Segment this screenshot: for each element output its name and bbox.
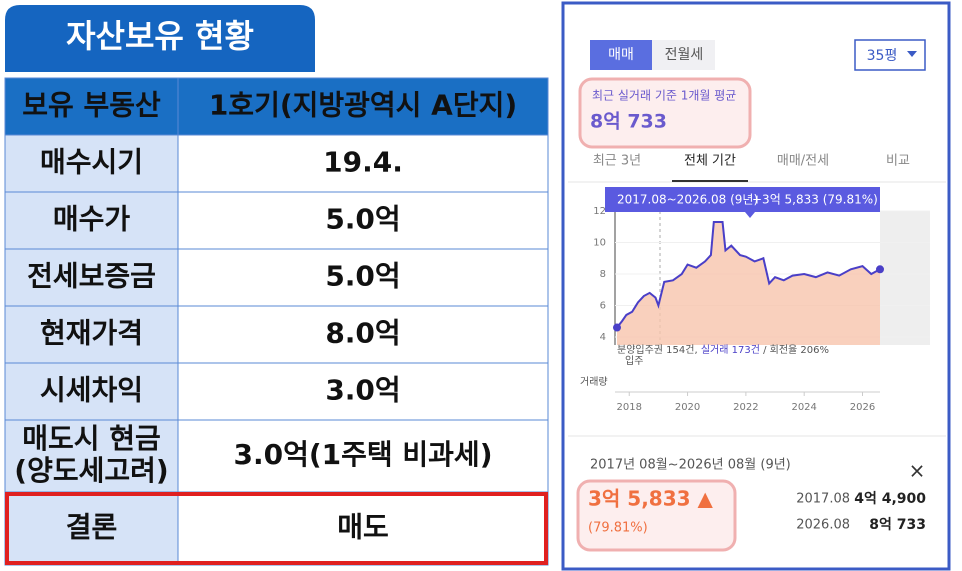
cell-text: 3.0억 [325,374,400,407]
end-point [613,323,621,332]
table-cell [4,191,179,250]
cell-text: 시세차익 [40,374,143,407]
x-tick-label: 2022 [733,402,758,413]
table: 보유 부동산 1호기(지방광역시 A단지)매수시기 19.4.매수가 5.0억전세보증… [4,77,549,566]
cell-text: 현재가격 [40,317,143,350]
cell-text: 3.0억(1주택 비과세) [234,438,493,471]
summary-period: 2017년 08월~2026년 08월 (9년) [590,458,791,473]
table-cell [177,419,549,493]
volume-sub: 입주 [625,354,643,367]
dropdown-arrow [907,51,917,57]
table-cell [4,248,179,307]
x-tick-label: 2026 [850,402,875,413]
table-cell [4,419,179,493]
tooltip-change: +3억 5,833 (79.81%) [752,193,878,207]
change-value: 3억 5,833 ▲ [588,487,714,511]
cell-text: 8.0억 [325,317,400,350]
highlight-row [5,492,548,565]
change-box [576,479,737,552]
line [616,221,881,329]
avg-value: 8억 733 [590,111,667,133]
period-tabs: 최근 3년 전체 기간 매매/전세 비교 [593,154,910,169]
x-tick-label: 2018 [617,402,642,413]
cell-text: 1호기(지방광역시 A단지) [209,89,517,122]
tooltip-pointer [745,212,755,218]
volume-label: 거래량 [580,376,608,388]
period-tab[interactable]: 최근 3년 [593,154,641,169]
title: 자산보유 현황 [66,17,254,55]
tooltip-range: 2017.08~2026.08 (9년) [617,193,758,207]
tab-label[interactable]: 전월세 [665,47,704,63]
table-cell [177,134,549,193]
change-pct: (79.81%) [588,521,648,536]
y-tick-label: 6 [600,301,606,312]
table-cell [4,305,179,364]
period-tab[interactable]: 매매/전세 [777,154,829,169]
table-cell [4,491,179,566]
table-cell [177,191,549,250]
y-tick-label: 12 [593,206,606,217]
area [617,222,880,345]
cell-text: 전세보증금 [27,260,156,293]
table-cell [4,362,179,421]
note-part: 실거래 173건 [701,344,760,356]
y-tick-label: 10 [593,238,606,249]
avg-label: 최근 실거래 기준 1개월 평균 [592,89,736,103]
end-price: 8억 733 [869,517,926,533]
end-point [876,265,884,274]
y-tick-label: 4 [600,332,606,343]
chart: 4 6 8 10 12 2018 2020 2022 2024 2026 [593,206,930,413]
cell-text: 매수시기 [40,146,143,179]
title-tab [5,5,315,72]
cell-text: 매도시 현금 [22,422,161,455]
tab-active[interactable] [590,40,652,70]
start-date: 2017.08 [796,492,850,507]
period-tab[interactable]: 전체 기간 [684,154,736,169]
y-tick-label: 8 [600,269,606,280]
volume-note: 분양입주권 154건, 실거래 173건 / 회전율 206% [617,343,829,356]
cell-text: (양도세고려) [14,454,168,487]
tab[interactable] [652,40,715,70]
cell-text: 보유 부동산 [22,89,161,122]
x-tick-label: 2020 [675,402,700,413]
cell-text: 결론 [66,511,118,544]
close-button[interactable]: × [909,459,926,483]
x-tick-label: 2024 [791,402,816,413]
tab-label[interactable]: 매매 [608,47,634,63]
cell-text: 5.0억 [325,260,400,293]
start-price: 4억 4,900 [854,491,926,507]
cell-text: 19.4. [323,146,403,179]
table-cell [177,248,549,307]
future-shade [880,211,930,345]
cell-text: 5.0억 [325,203,400,236]
period-tab[interactable]: 비교 [886,154,910,169]
table-cell [177,362,549,421]
end-date: 2026.08 [796,518,850,533]
size-label[interactable]: 35평 [867,48,898,64]
tooltip [605,187,880,212]
cell-text: 매도 [337,511,389,544]
avg-box [578,77,752,149]
note-part: / 회전율 206% [760,344,829,356]
note-part: 분양입주권 154건, [617,343,701,356]
cell-text: 매수가 [53,203,131,236]
